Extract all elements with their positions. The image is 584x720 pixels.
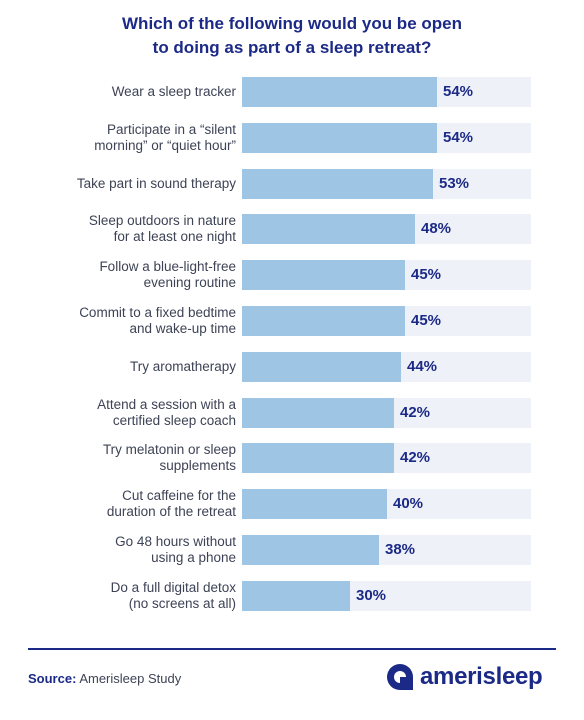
- category-label-line: Participate in a “silent: [106, 122, 236, 137]
- category-label-line: Try aromatherapy: [129, 359, 236, 374]
- category-label: Wear a sleep tracker: [28, 77, 236, 107]
- category-label-line: Wear a sleep tracker: [111, 84, 236, 99]
- category-label: Sleep outdoors in nature for at least one…: [28, 213, 236, 244]
- category-label-line: supplements: [159, 458, 236, 473]
- category-label-line: Sleep outdoors in nature: [88, 213, 236, 228]
- chart-row: Sleep outdoors in nature for at least one…: [0, 213, 584, 244]
- bar: [242, 443, 394, 473]
- bar-chart: Wear a sleep tracker 54% Participate in a …: [0, 77, 584, 611]
- bar: [242, 306, 405, 336]
- data-label: 53%: [439, 175, 470, 192]
- category-label-line: Commit to a fixed bedtime: [79, 305, 236, 320]
- source-label: Source:: [28, 671, 77, 686]
- category-label-line: Follow a blue-light-free: [99, 259, 236, 274]
- category-label-line: duration of the retreat: [106, 504, 236, 519]
- category-label-line: Cut caffeine for the: [122, 488, 236, 503]
- category-label: Take part in sound therapy: [28, 169, 236, 199]
- data-label: 45%: [411, 312, 442, 329]
- bar: [242, 123, 437, 153]
- chart-row: Wear a sleep tracker 54%: [0, 77, 584, 107]
- bar: [242, 77, 437, 107]
- data-label: 54%: [443, 83, 474, 100]
- category-label: Commit to a fixed bedtime and wake-up tim…: [28, 305, 236, 336]
- category-label-line: certified sleep coach: [112, 413, 236, 428]
- category-label: Try aromatherapy: [28, 352, 236, 382]
- category-label: Follow a blue-light-free evening routine: [28, 259, 236, 290]
- chart-row: Go 48 hours without using a phone 38%: [0, 534, 584, 565]
- category-label: Do a full digital detox (no screens at al…: [28, 580, 236, 611]
- category-label-line: Take part in sound therapy: [76, 176, 236, 191]
- chart-title: Which of the following would you be open…: [0, 12, 584, 60]
- bar: [242, 214, 415, 244]
- source-note: Source: Amerisleep Study: [28, 671, 181, 686]
- bar: [242, 352, 401, 382]
- data-label: 44%: [407, 358, 438, 375]
- bar: [242, 260, 405, 290]
- category-label-line: morning” or “quiet hour”: [94, 138, 236, 153]
- chart-row: Follow a blue-light-free evening routine 4…: [0, 259, 584, 290]
- chart-row: Try melatonin or sleep supplements 42%: [0, 442, 584, 473]
- bar: [242, 581, 350, 611]
- category-label: Cut caffeine for the duration of the retr…: [28, 488, 236, 519]
- brand-logo: amerisleep: [386, 660, 543, 694]
- chart-row: Attend a session with a certified sleep c…: [0, 397, 584, 428]
- bar: [242, 169, 433, 199]
- chart-title-line-2: to doing as part of a sleep retreat?: [152, 38, 432, 57]
- chart-title-line-1: Which of the following would you be open: [122, 14, 462, 33]
- category-label-line: and wake-up time: [129, 321, 236, 336]
- chart-row: Participate in a “silent morning” or “qui…: [0, 122, 584, 153]
- brand-name: amerisleep: [420, 663, 543, 690]
- data-label: 30%: [356, 587, 387, 604]
- data-label: 38%: [385, 541, 416, 558]
- source-text: Amerisleep Study: [79, 671, 182, 686]
- category-label-line: Go 48 hours without: [115, 534, 236, 549]
- category-label: Attend a session with a certified sleep c…: [28, 397, 236, 428]
- data-label: 40%: [393, 495, 424, 512]
- data-label: 42%: [400, 404, 431, 421]
- bar: [242, 398, 394, 428]
- chart-row: Cut caffeine for the duration of the retr…: [0, 488, 584, 519]
- bar: [242, 489, 387, 519]
- category-label-line: using a phone: [151, 550, 236, 565]
- category-label-line: for at least one night: [113, 229, 236, 244]
- amerisleep-logo-icon: [387, 664, 413, 690]
- footer-divider: [28, 648, 556, 650]
- data-label: 54%: [443, 129, 474, 146]
- chart-row: Try aromatherapy 44%: [0, 352, 584, 382]
- chart-row: Do a full digital detox (no screens at al…: [0, 580, 584, 611]
- data-label: 45%: [411, 266, 442, 283]
- category-label-line: Do a full digital detox: [110, 580, 236, 595]
- category-label-line: Try melatonin or sleep: [102, 442, 236, 457]
- category-label-line: (no screens at all): [128, 596, 236, 611]
- category-label: Participate in a “silent morning” or “qui…: [28, 122, 236, 153]
- category-label-line: Attend a session with a: [97, 397, 236, 412]
- category-label: Try melatonin or sleep supplements: [28, 442, 236, 473]
- chart-row: Commit to a fixed bedtime and wake-up tim…: [0, 305, 584, 336]
- chart-row: Take part in sound therapy 53%: [0, 169, 584, 199]
- category-label: Go 48 hours without using a phone: [28, 534, 236, 565]
- data-label: 42%: [400, 449, 431, 466]
- data-label: 48%: [421, 220, 452, 237]
- category-label-line: evening routine: [143, 275, 236, 290]
- bar: [242, 535, 379, 565]
